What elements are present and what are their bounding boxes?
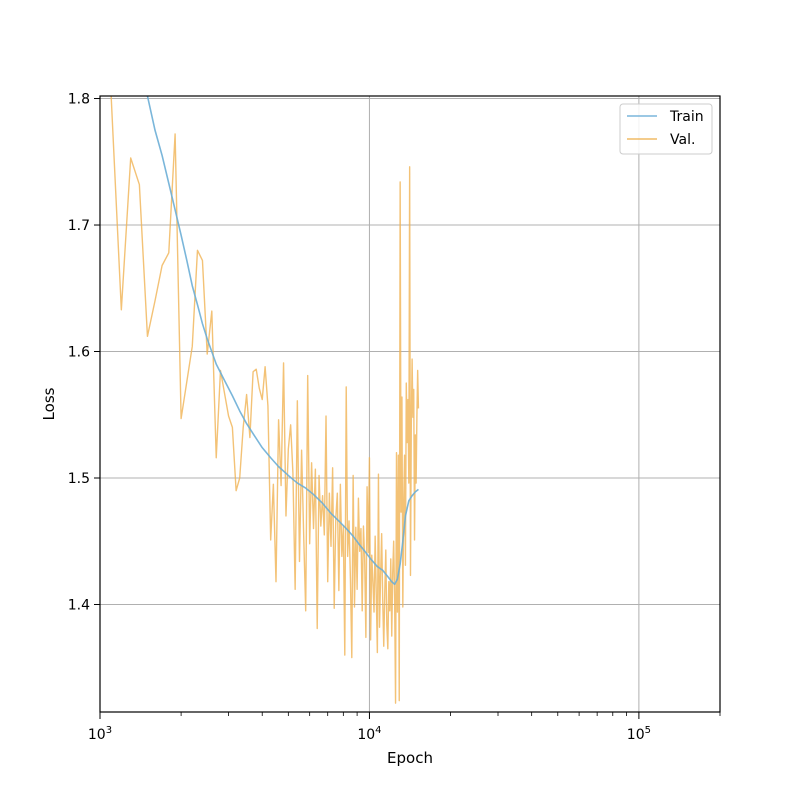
legend: Train Val. [619, 103, 713, 155]
series-line-val [110, 96, 420, 704]
series-line-train [146, 96, 419, 586]
y-axis: 1.4 1.5 1.6 1.7 1.8 [68, 92, 100, 613]
x-axis: 103 104 105 [88, 712, 721, 743]
y-tick-label: 1.5 [68, 471, 90, 487]
x-tick-label: 105 [627, 725, 651, 743]
series-layer [110, 96, 420, 704]
y-axis-label: Loss [40, 387, 58, 420]
y-tick-label: 1.4 [68, 597, 90, 613]
plot-frame [99, 95, 721, 713]
legend-label-train: Train [669, 109, 704, 125]
x-axis-label: Epoch [387, 749, 433, 767]
x-tick-label: 104 [357, 725, 381, 743]
x-tick-label: 103 [88, 725, 112, 743]
legend-label-val: Val. [670, 132, 695, 148]
y-tick-label: 1.8 [68, 92, 90, 108]
y-tick-label: 1.7 [68, 218, 90, 234]
y-tick-label: 1.6 [68, 345, 90, 361]
